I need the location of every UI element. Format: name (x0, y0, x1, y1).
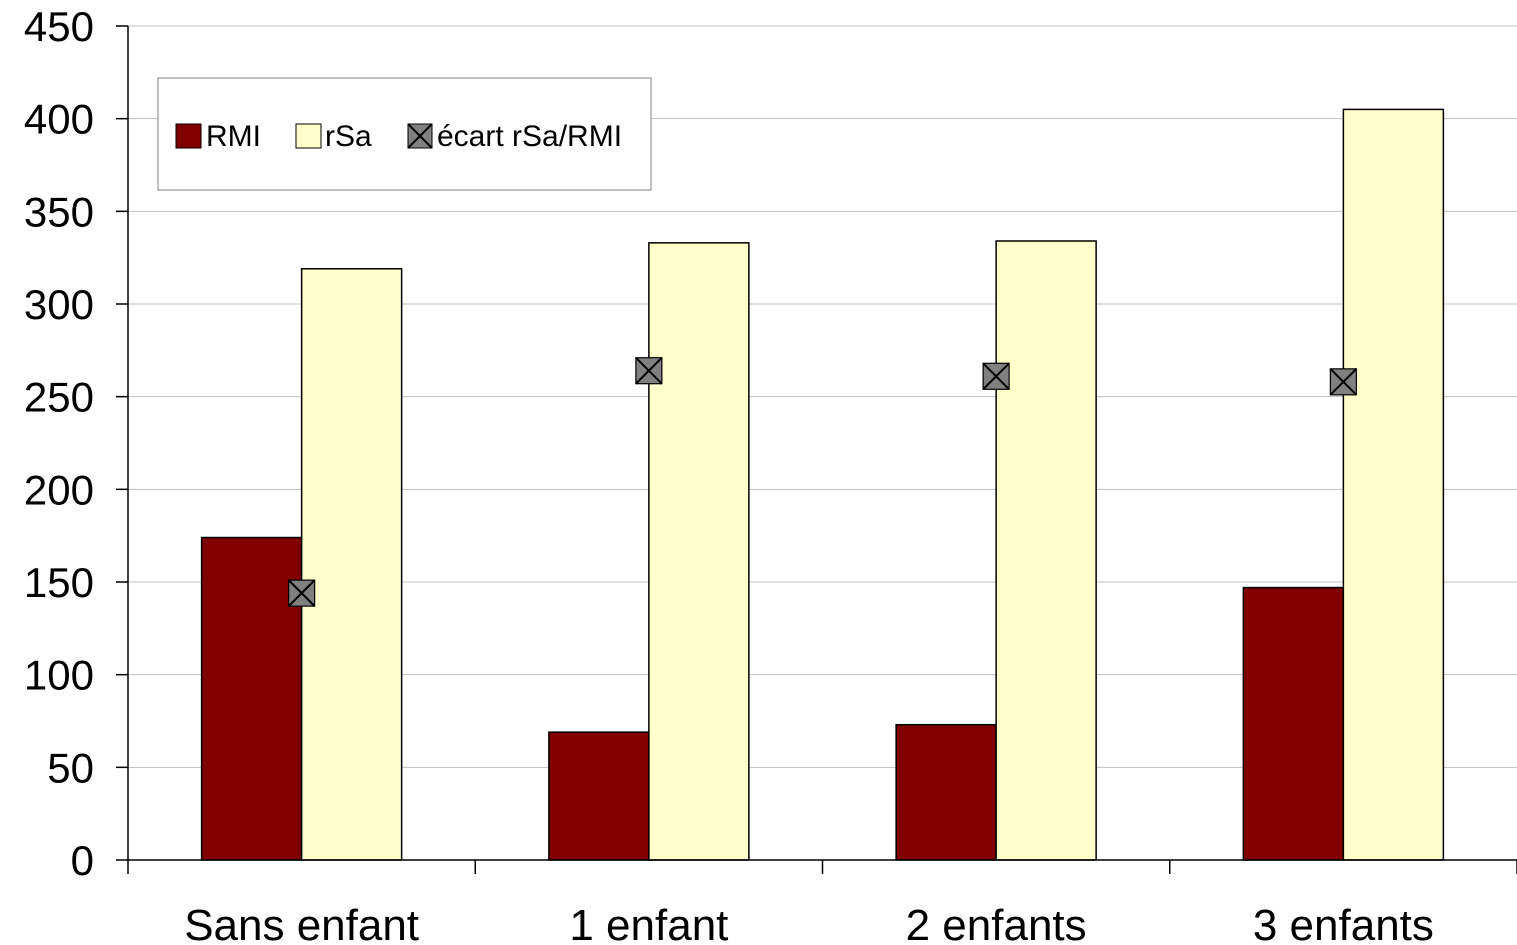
y-tick-label: 150 (24, 559, 94, 606)
legend-label-ecart: écart rSa/RMI (437, 120, 622, 153)
category-labels: Sans enfant 1 enfant 2 enfants 3 enfants (184, 901, 1434, 945)
bars (200, 108, 1445, 861)
y-tick-label: 50 (47, 744, 94, 791)
y-tick-label: 250 (24, 374, 94, 421)
y-tick-label: 350 (24, 188, 94, 235)
markers (287, 357, 1358, 607)
category-label: Sans enfant (184, 901, 419, 945)
bar-rsa (300, 268, 403, 861)
legend-label-rmi: RMI (206, 120, 261, 153)
y-tick-label: 0 (71, 837, 94, 884)
bar-rsa (995, 240, 1097, 861)
y-tick-label: 100 (24, 652, 94, 699)
legend-label-rsa: rSa (325, 120, 372, 153)
y-tick-labels: 0 50 100 150 200 250 300 350 400 450 (24, 3, 94, 884)
marker-ecart (287, 579, 316, 607)
legend-frame (157, 77, 652, 191)
bar-rmi (200, 536, 303, 861)
y-tick-label: 300 (24, 281, 94, 328)
legend-swatch-rmi (175, 123, 202, 149)
legend-marker-ecart-icon (407, 123, 433, 149)
marker-ecart (1329, 368, 1358, 396)
marker-ecart (635, 357, 663, 385)
category-label: 3 enfants (1253, 901, 1434, 945)
y-tick-label: 400 (24, 96, 94, 143)
bar-rmi (548, 731, 650, 861)
category-label: 2 enfants (906, 901, 1087, 945)
bar-rmi (895, 723, 997, 861)
axes (116, 25, 1517, 874)
marker-ecart (982, 362, 1010, 390)
legend: RMI rSa écart rSa/RMI (157, 77, 652, 191)
bar-rmi (1242, 586, 1345, 861)
y-tick-label: 200 (24, 466, 94, 513)
bar-rsa (1342, 108, 1445, 861)
y-tick-label: 450 (24, 3, 94, 50)
bar-rsa (648, 242, 750, 861)
legend-swatch-rsa (295, 123, 322, 149)
category-label: 1 enfant (569, 901, 728, 945)
